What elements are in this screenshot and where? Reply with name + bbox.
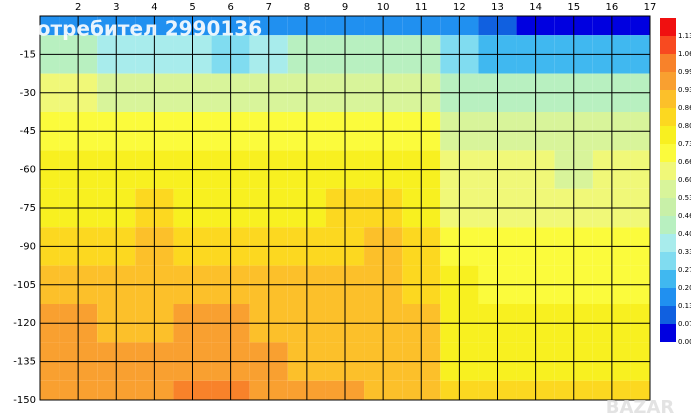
x-tick-label: 13 bbox=[491, 2, 504, 13]
y-tick-label: -60 bbox=[20, 165, 36, 176]
colorbar-label: 0.00 bbox=[678, 338, 691, 346]
colorbar-label: 0.07 bbox=[678, 320, 691, 328]
x-tick-label: 7 bbox=[266, 2, 272, 13]
cell bbox=[630, 380, 650, 400]
x-tick-label: 5 bbox=[189, 2, 195, 13]
colorbar-swatch bbox=[660, 18, 676, 36]
x-tick-label: 4 bbox=[151, 2, 157, 13]
colorbar-swatch bbox=[660, 234, 676, 252]
colorbar-label: 0.86 bbox=[678, 104, 691, 112]
colorbar-label: 0.27 bbox=[678, 266, 691, 274]
y-tick-label: -120 bbox=[13, 318, 36, 329]
x-tick-label: 15 bbox=[567, 2, 580, 13]
colorbar-swatch bbox=[660, 36, 676, 54]
cell bbox=[40, 380, 60, 400]
colorbar-swatch bbox=[660, 162, 676, 180]
colorbar-label: 0.46 bbox=[678, 212, 691, 220]
colorbar-label: 1.06 bbox=[678, 50, 691, 58]
x-tick-label: 10 bbox=[377, 2, 390, 13]
colorbar-label: 0.80 bbox=[678, 122, 691, 130]
x-tick-label: 12 bbox=[453, 2, 466, 13]
colorbar-label: 0.53 bbox=[678, 194, 691, 202]
x-tick-label: 6 bbox=[227, 2, 233, 13]
x-tick-label: 9 bbox=[342, 2, 348, 13]
colorbar-swatch bbox=[660, 324, 676, 342]
colorbar-label: 0.66 bbox=[678, 158, 691, 166]
y-tick-label: -15 bbox=[20, 49, 36, 60]
y-tick-label: -30 bbox=[20, 88, 36, 99]
colorbar-swatch bbox=[660, 144, 676, 162]
colorbar-swatch bbox=[660, 54, 676, 72]
plot-frame bbox=[39, 15, 651, 401]
colorbar-label: 1.13 bbox=[678, 32, 691, 40]
x-tick-label: 16 bbox=[606, 2, 619, 13]
colorbar-label: 0.99 bbox=[678, 68, 691, 76]
colorbar-swatch bbox=[660, 72, 676, 90]
chart-title: Потребител 2990136 bbox=[20, 17, 262, 41]
colorbar-label: 0.20 bbox=[678, 284, 691, 292]
x-tick-label: 8 bbox=[304, 2, 310, 13]
colorbar-label: 0.13 bbox=[678, 302, 691, 310]
colorbar-swatch bbox=[660, 306, 676, 324]
colorbar-swatch bbox=[660, 252, 676, 270]
y-tick-label: -150 bbox=[13, 395, 36, 406]
colorbar-swatch bbox=[660, 270, 676, 288]
colorbar-swatch bbox=[660, 126, 676, 144]
colorbar-swatch bbox=[660, 180, 676, 198]
cell bbox=[630, 16, 650, 36]
y-tick-label: -45 bbox=[20, 126, 36, 137]
colorbar-swatch bbox=[660, 216, 676, 234]
y-tick-label: -105 bbox=[13, 280, 36, 291]
x-tick-label: 11 bbox=[415, 2, 428, 13]
x-tick-label: 2 bbox=[75, 2, 81, 13]
colorbar-label: 0.33 bbox=[678, 248, 691, 256]
axis-labels: 2 3 4 5 6 7 8 9 10 11 12 13 14 15 16 17 -15 -30 -45 -60 -75 -… bbox=[13, 2, 656, 406]
colorbar: 1.13 1.06 0.99 0.93 0.86 0.80 0.73 0.66 0.60 0.53… bbox=[660, 18, 691, 346]
colorbar-swatch bbox=[660, 90, 676, 108]
watermark: BAZAR bbox=[606, 397, 675, 418]
y-tick-label: -90 bbox=[20, 241, 36, 252]
colorbar-label: 0.93 bbox=[678, 86, 691, 94]
colorbar-label: 0.40 bbox=[678, 230, 691, 238]
x-tick-label: 14 bbox=[529, 2, 542, 13]
x-tick-label: 17 bbox=[644, 2, 657, 13]
x-tick-label: 3 bbox=[113, 2, 119, 13]
cell bbox=[40, 16, 60, 36]
y-tick-label: -135 bbox=[13, 357, 36, 368]
colorbar-swatch bbox=[660, 198, 676, 216]
y-tick-label: -75 bbox=[20, 203, 36, 214]
colorbar-swatch bbox=[660, 288, 676, 306]
colorbar-swatch bbox=[660, 108, 676, 126]
colorbar-label: 0.73 bbox=[678, 140, 691, 148]
colorbar-label: 0.60 bbox=[678, 176, 691, 184]
